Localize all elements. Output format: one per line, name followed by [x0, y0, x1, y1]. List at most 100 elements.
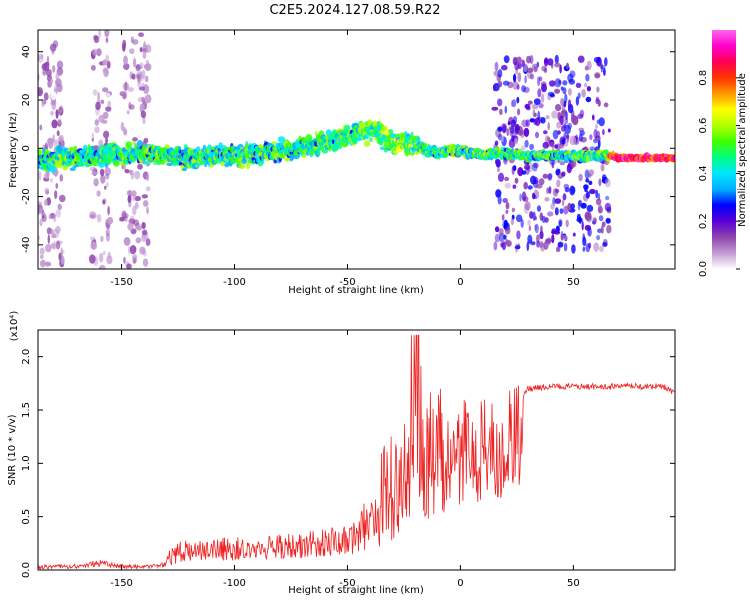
burst-speckle — [577, 113, 584, 120]
ridge-mark — [388, 129, 394, 134]
burst-speckle — [146, 174, 150, 182]
burst-speckle — [575, 82, 582, 88]
burst-speckle — [121, 210, 127, 220]
burst-speckle — [511, 165, 515, 175]
snr-ylabel: SNR (10 * v/v) — [7, 414, 18, 485]
burst-speckle — [561, 138, 566, 145]
burst-speckle — [554, 78, 562, 88]
burst-speckle — [143, 41, 147, 51]
burst-speckle — [554, 207, 559, 216]
burst-speckle — [90, 131, 95, 139]
colorbar-label: Normalized spectral amplitude — [737, 73, 748, 227]
burst-speckle — [496, 167, 500, 173]
burst-speckle — [53, 139, 59, 148]
burst-speckle — [493, 70, 500, 77]
colorbar-tick-label: 0.0 — [698, 261, 709, 277]
burst-speckle — [595, 124, 598, 129]
burst-speckle — [600, 63, 604, 73]
colorbar-tick-label: 0.6 — [698, 118, 709, 134]
burst-speckle — [55, 183, 59, 189]
burst-speckle — [141, 205, 147, 214]
snr-ticks: -150 -100 -50 0 50 0.0 0.5 1.0 1.5 2.0 — [21, 330, 675, 589]
burst-speckle — [527, 67, 534, 73]
y-tick-label: 2.0 — [21, 349, 32, 365]
burst-speckle — [144, 94, 152, 104]
burst-speckle — [507, 121, 511, 126]
burst-speckle — [517, 72, 522, 83]
burst-speckle — [494, 61, 499, 72]
burst-speckle — [101, 119, 108, 124]
burst-speckle — [593, 128, 598, 139]
burst-speckle — [495, 189, 502, 198]
x-tick-label: 0 — [457, 578, 463, 589]
burst-speckle — [142, 258, 149, 267]
burst-speckle — [106, 233, 110, 242]
ridge-mark — [364, 140, 371, 147]
x-tick-label: -100 — [223, 578, 246, 589]
burst-speckle — [142, 200, 149, 207]
burst-speckle — [55, 72, 60, 81]
burst-speckle — [505, 240, 512, 247]
burst-speckle — [547, 211, 554, 217]
burst-speckle — [39, 247, 45, 255]
burst-speckle — [38, 204, 43, 214]
burst-speckle — [577, 200, 581, 211]
burst-speckle — [554, 188, 560, 194]
burst-speckle — [44, 187, 50, 193]
burst-speckle — [598, 204, 603, 214]
spectrogram-ticks: -150 -100 -50 0 50 -40 -20 0 20 40 — [21, 30, 675, 288]
burst-speckle — [598, 178, 602, 187]
burst-speckle — [123, 63, 130, 70]
burst-speckle — [586, 204, 594, 212]
burst-speckle — [100, 174, 106, 184]
burst-speckle — [531, 103, 539, 110]
burst-speckle — [52, 40, 59, 48]
burst-speckle — [498, 133, 503, 141]
burst-speckle — [585, 178, 590, 183]
burst-speckle — [545, 115, 550, 120]
x-tick-label: -50 — [339, 578, 355, 589]
burst-speckle — [584, 224, 592, 231]
burst-speckle — [59, 194, 66, 203]
burst-speckle — [604, 57, 608, 67]
burst-speckle — [102, 111, 109, 120]
burst-speckle — [53, 84, 60, 94]
burst-speckle — [603, 102, 609, 108]
burst-speckle — [131, 73, 136, 80]
burst-speckle — [603, 67, 606, 76]
burst-speckle — [132, 81, 136, 86]
burst-speckle — [586, 86, 592, 92]
burst-speckle — [99, 252, 104, 263]
ridge-mark — [389, 133, 397, 139]
burst-speckle — [502, 241, 506, 251]
burst-speckle — [124, 81, 128, 91]
burst-speckle — [567, 122, 573, 130]
burst-speckle — [531, 162, 538, 172]
snr-frame — [37, 329, 676, 571]
ridge-mark — [132, 141, 136, 145]
burst-speckle — [524, 201, 531, 211]
burst-speckle — [50, 110, 54, 116]
burst-speckle — [46, 227, 52, 235]
burst-speckle — [141, 194, 148, 199]
burst-speckle — [504, 226, 511, 235]
burst-speckle — [57, 79, 62, 86]
burst-speckle — [548, 186, 552, 194]
snr-scale-label: (x10⁴) — [9, 311, 20, 342]
burst-speckle — [499, 108, 503, 116]
burst-speckle — [494, 140, 499, 146]
burst-speckle — [520, 145, 526, 151]
ridge-mark — [182, 167, 188, 172]
burst-speckle — [39, 259, 46, 268]
burst-speckle — [537, 76, 541, 87]
burst-speckle — [143, 84, 150, 95]
ridge-mark — [337, 143, 343, 150]
burst-speckle — [100, 168, 105, 177]
burst-speckle — [126, 110, 130, 115]
burst-speckle — [41, 63, 47, 71]
burst-speckle — [578, 199, 582, 207]
burst-speckle — [547, 58, 554, 66]
burst-speckle — [524, 163, 528, 168]
x-tick-label: 0 — [457, 277, 463, 288]
burst-speckle — [50, 54, 57, 61]
